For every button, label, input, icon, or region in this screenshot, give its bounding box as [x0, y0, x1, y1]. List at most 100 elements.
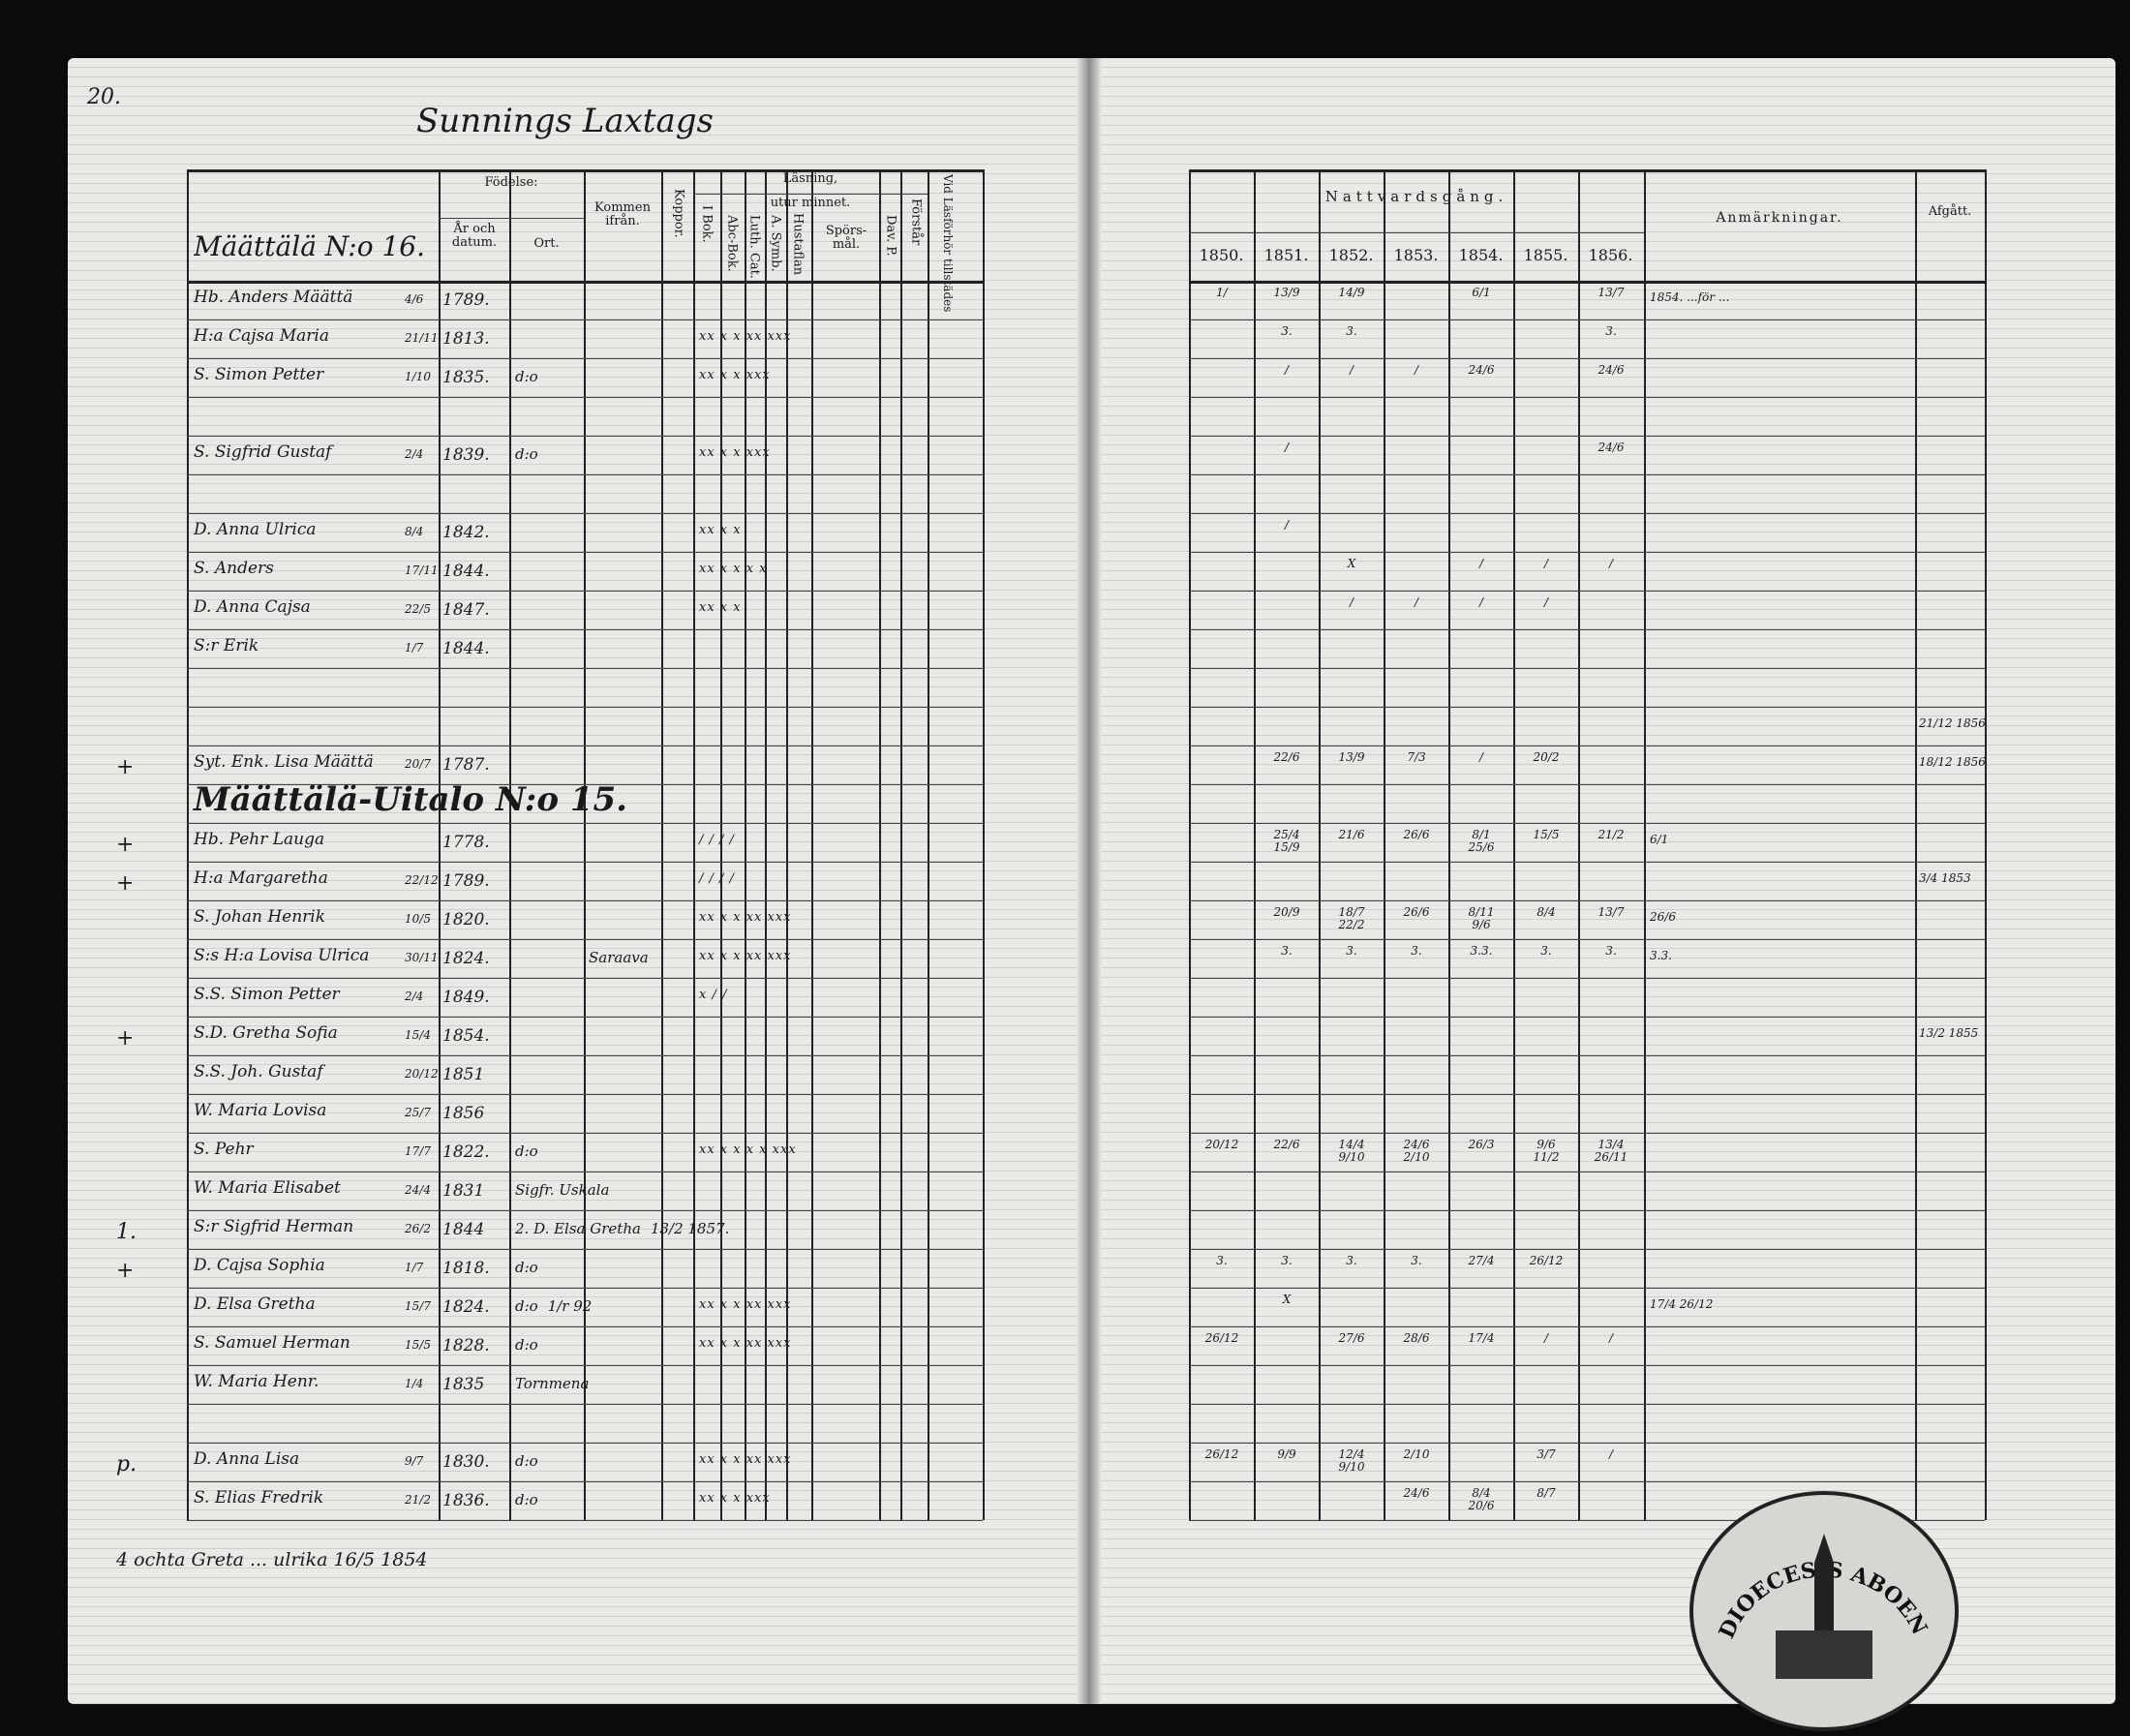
communion-entry: 8/4 20/6	[1468, 1486, 1495, 1512]
birth-day-month: 15/7	[405, 1299, 431, 1313]
communion-entry: 24/6	[1403, 1486, 1430, 1500]
place-group: d:o	[515, 1491, 548, 1508]
birth-year: 1839.	[442, 445, 490, 465]
column-rule	[811, 169, 813, 1520]
reading-marks: / / / /	[699, 833, 735, 847]
communion-entry: 1/	[1216, 286, 1228, 299]
communion-entry: 3.	[1411, 1254, 1422, 1267]
column-rule	[187, 169, 189, 1520]
person-name: D. Anna Ulrica	[194, 520, 317, 539]
communion-entry: 3/7	[1537, 1447, 1556, 1461]
communion-entry: X	[1347, 557, 1356, 570]
birth-place: d:o	[515, 1142, 538, 1160]
column-rule	[1189, 169, 1191, 1520]
arrived-from: Saraava	[589, 949, 649, 966]
person-name: S. Elias Fredrik	[194, 1488, 324, 1508]
row-margin-mark: p.	[116, 1452, 137, 1477]
person-name: S:r Sigfrid Herman	[194, 1217, 354, 1236]
birth-day-month: 24/4	[405, 1183, 431, 1197]
communion-entry: /	[1478, 557, 1484, 570]
birth-day-month: 1/10	[405, 370, 431, 383]
birth-day-month: 22/12	[405, 873, 439, 887]
row-rule	[187, 474, 983, 475]
communion-entry: /	[1284, 441, 1290, 454]
reading-marks: xx x x x x	[699, 562, 768, 576]
departure: 21/12 1856	[1919, 716, 1986, 730]
village-heading: Sunnings Laxtags	[416, 102, 714, 140]
birth-year: 1787.	[442, 755, 490, 775]
row-rule	[1189, 1443, 1985, 1444]
birth-year: 1836.	[442, 1491, 490, 1510]
row-rule	[187, 1210, 983, 1211]
row-rule	[187, 513, 983, 514]
header-abc-bok: Abc-Bok.	[724, 215, 740, 272]
place-group: 2. D. Elsa Gretha 13/2 1857.	[515, 1220, 729, 1237]
communion-entry: X	[1282, 1293, 1292, 1306]
person-name: H:a Margaretha	[194, 868, 328, 888]
remark: 17/4 26/12	[1650, 1297, 1714, 1311]
birth-day-month: 4/6	[405, 292, 424, 306]
row-rule	[187, 939, 983, 940]
reading-marks: xx x x xxx	[699, 368, 771, 382]
column-rule	[1644, 169, 1646, 1520]
row-margin-mark: +	[116, 871, 135, 896]
remark: 26/6	[1650, 910, 1676, 924]
departure: 13/2 1855	[1919, 1026, 1979, 1040]
reading-marks: xx x x xxx	[699, 1491, 771, 1506]
row-rule	[1189, 358, 1985, 359]
row-rule	[1189, 1520, 1985, 1521]
birth-day-month: 2/4	[405, 990, 424, 1003]
birth-year: 1844	[442, 1220, 485, 1239]
header-year: 1853.	[1393, 246, 1439, 264]
row-rule	[1189, 1133, 1985, 1134]
birth-year: 1847.	[442, 600, 490, 620]
communion-entry: 8/4	[1537, 905, 1556, 919]
footer-note: 4 ochta Greta ... ulrika 16/5 1854	[116, 1549, 428, 1570]
birth-day-month: 1/7	[405, 641, 424, 655]
communion-entry: 20/2	[1533, 750, 1560, 764]
reading-marks: xx x x	[699, 523, 742, 537]
row-rule	[1189, 784, 1985, 785]
communion-entry: 6/1	[1472, 286, 1491, 299]
communion-entry: /	[1284, 363, 1290, 377]
birth-year: 1856	[442, 1104, 485, 1123]
communion-entry: 27/6	[1338, 1331, 1365, 1345]
column-rule	[439, 169, 441, 1520]
communion-entry: 3.	[1281, 1254, 1293, 1267]
header-year: 1854.	[1458, 246, 1504, 264]
communion-entry: 7/3	[1407, 750, 1426, 764]
birth-year: 1818.	[442, 1259, 490, 1278]
header-year: 1851.	[1263, 246, 1309, 264]
person-name: S. Johan Henrik	[194, 907, 326, 927]
person-name: S.S. Joh. Gustaf	[194, 1062, 323, 1081]
row-rule	[187, 1133, 983, 1134]
communion-entry: 18/7 22/2	[1338, 905, 1365, 931]
communion-entry: 24/6	[1598, 441, 1625, 454]
header-forstar: Förstår	[908, 198, 924, 246]
header-rule	[1189, 169, 1985, 172]
row-rule	[1189, 1249, 1985, 1250]
birth-place: d:o	[515, 1297, 538, 1315]
column-rule	[1254, 169, 1256, 1520]
birth-day-month: 17/11	[405, 563, 439, 577]
birth-year: 1824.	[442, 949, 490, 968]
remark: 3.3.	[1650, 949, 1672, 962]
communion-entry: 26/3	[1468, 1138, 1495, 1151]
place-group: d:o	[515, 445, 548, 463]
communion-entry: 3.	[1216, 1254, 1228, 1267]
header-afgatt: Afgått.	[1928, 204, 1972, 219]
household-heading: Määttälä N:o 16.	[194, 230, 426, 262]
person-name: S:s H:a Lovisa Ulrica	[194, 946, 370, 965]
row-rule	[1189, 1326, 1985, 1327]
page-number: 20.	[87, 85, 121, 109]
birth-place: d:o	[515, 1452, 538, 1470]
reading-marks: xx x x	[699, 600, 742, 615]
header-i-bok: I Bok.	[699, 205, 715, 243]
header-anmarkningar: Anmärkningar.	[1716, 210, 1843, 226]
communion-entry: 26/12	[1204, 1331, 1239, 1345]
communion-entry: 3.	[1411, 944, 1422, 958]
birth-year: 1831	[442, 1181, 485, 1201]
communion-entry: /	[1608, 1447, 1614, 1461]
communion-entry: 17/4	[1468, 1331, 1495, 1345]
communion-entry: 20/12	[1204, 1138, 1239, 1151]
